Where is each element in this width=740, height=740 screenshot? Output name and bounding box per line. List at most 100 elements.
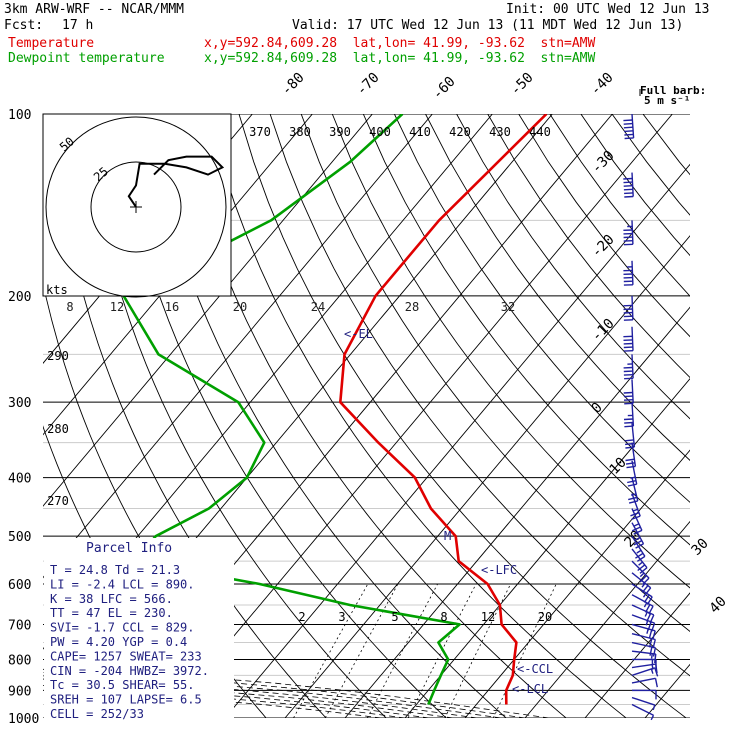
wind-barb-feather <box>623 122 633 125</box>
wind-barb <box>631 522 645 549</box>
dry-adiabat <box>300 114 690 633</box>
mixing-ratio-label: 3 <box>338 610 345 624</box>
wind-barb <box>631 632 656 649</box>
wind-barb-feather <box>631 526 641 532</box>
wind-barb-feather <box>623 418 634 421</box>
wind-barb <box>631 641 657 657</box>
wind-barb-feather <box>627 480 637 484</box>
wind-barb-half-feather <box>650 714 655 721</box>
isotherm-line <box>584 592 690 718</box>
parcel-info-title: Parcel Info <box>86 541 172 556</box>
fcst-label: Fcst: <box>4 18 44 33</box>
isotherm-line <box>43 114 433 579</box>
mixing-ratio-label: 12 <box>481 610 495 624</box>
parcel-info-row: CAPE= 1257 SWEAT= 233 <box>50 649 202 663</box>
wind-barb <box>623 220 634 246</box>
dry-adiabat <box>487 114 690 379</box>
wind-barb-feather <box>635 543 644 549</box>
wind-barb <box>623 295 634 321</box>
wind-barb-feather <box>654 678 658 688</box>
wind-barb <box>623 379 634 405</box>
pressure-label: 100 <box>8 108 31 123</box>
wind-barb-feather <box>636 555 646 562</box>
wind-barb-feather <box>639 567 648 574</box>
speed-tick-label: 24 <box>311 300 325 314</box>
isotherm-line <box>344 306 690 718</box>
wind-barb <box>631 508 643 535</box>
wind-barb-staff <box>631 560 650 579</box>
wind-barb-staff <box>631 572 652 589</box>
pressure-label: 800 <box>8 653 31 668</box>
theta-left-label: 270 <box>47 494 69 508</box>
dry-adiabat <box>642 114 690 176</box>
pressure-label: 1000 <box>8 712 39 727</box>
parcel-info-row: LI = -2.4 LCL = 890. <box>50 577 195 591</box>
wind-barb-feather <box>627 483 637 487</box>
pressure-label: 500 <box>8 530 31 545</box>
pressure-label: 700 <box>8 618 31 633</box>
theta-label: 370 <box>249 125 271 139</box>
mixing-ratio-line <box>407 583 477 718</box>
hodograph-kts-label: kts <box>46 283 68 297</box>
wind-barb-feather <box>625 462 636 465</box>
wind-barb-feather <box>625 458 635 462</box>
wind-barb-half-feather <box>642 592 647 598</box>
isotherm-label: -80 <box>279 70 308 99</box>
theta-label: 420 <box>449 125 471 139</box>
wind-barb-feather <box>624 133 634 136</box>
isotherm-label: -10 <box>589 316 618 345</box>
wind-barb-feather <box>624 130 634 133</box>
wind-barb <box>625 442 637 469</box>
isotherm-label: -40 <box>588 70 617 99</box>
wind-barb-staff <box>631 477 639 502</box>
dry-adiabat <box>176 114 567 718</box>
hodograph-ring-25 <box>90 161 182 253</box>
wind-barb <box>631 696 656 711</box>
mixing-ratio-line <box>293 583 369 718</box>
wind-barb <box>623 113 635 140</box>
isotherm-label: -70 <box>354 70 383 99</box>
wind-barb <box>631 548 648 574</box>
theta-label: 430 <box>489 125 511 139</box>
wind-barb-feather <box>624 421 634 424</box>
wind-barb-feather <box>624 137 634 140</box>
wind-barb-feather <box>642 577 650 585</box>
wind-barb-feather <box>628 500 638 504</box>
wind-barb-staff <box>631 326 634 351</box>
wind-barb-half-feather <box>643 602 648 608</box>
theta-label: 410 <box>409 125 431 139</box>
isotherm-label: -60 <box>430 74 459 103</box>
wind-barb-feather <box>654 667 659 677</box>
wind-barb-staff <box>631 677 656 684</box>
theta-left-label: 280 <box>47 422 69 436</box>
wind-barb-staff <box>631 594 654 607</box>
wind-barb <box>631 594 654 615</box>
wind-barb-feather <box>628 496 638 501</box>
pressure-label: 200 <box>8 290 31 305</box>
isotherm-line <box>705 114 740 718</box>
wind-barb-feather <box>623 119 633 122</box>
speed-tick-label: 28 <box>405 300 419 314</box>
speed-tick-label: 20 <box>233 300 247 314</box>
wind-barb-staff <box>631 663 656 669</box>
isotherm-line <box>43 114 373 507</box>
wind-barb-staff <box>631 703 654 716</box>
wind-barb <box>623 172 634 198</box>
wind-barb <box>631 703 655 721</box>
isotherm-label: -20 <box>589 232 618 261</box>
wind-barb-staff <box>631 379 634 404</box>
wind-barb-staff <box>631 696 656 706</box>
wind-barb <box>627 460 638 487</box>
wind-barb-feather <box>624 439 634 442</box>
parcel-info-row: T = 24.8 Td = 21.3 <box>50 563 180 577</box>
wind-barb <box>631 535 646 562</box>
parcel-info-row: Tc = 30.5 SHEAR= 55. <box>50 678 195 692</box>
wind-barb-feather <box>624 192 634 195</box>
wind-barb-half-feather <box>641 582 646 588</box>
wind-barb-feather <box>624 195 634 198</box>
wind-barb-feather <box>652 647 657 657</box>
wind-barb-staff <box>631 508 643 531</box>
dry-adiabat <box>238 114 687 718</box>
fcst-value: 17 h <box>62 18 94 33</box>
wind-barb-half-feather <box>650 668 654 674</box>
